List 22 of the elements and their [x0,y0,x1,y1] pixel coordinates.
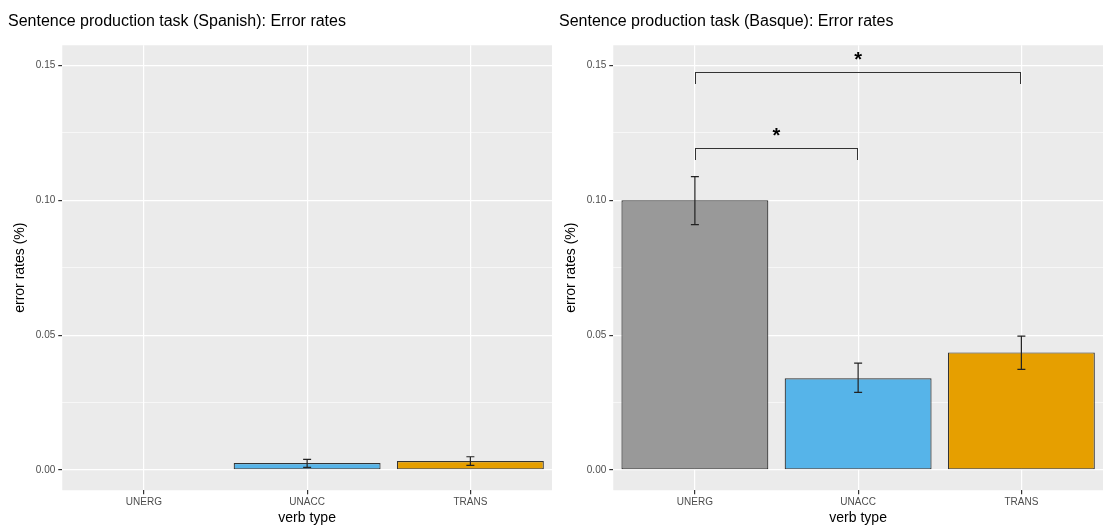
x-tick-label: UNERG [125,495,163,507]
chart-title: Sentence production task (Basque): Error rates [559,12,894,30]
x-tick-label: UNERG [676,495,714,507]
annotation: * [771,123,782,146]
y-tick-label: 0.10 [586,194,607,206]
x-axis-title: verb type [278,509,337,526]
y-tick-label: 0.15 [35,59,56,71]
x-tick-label: TRANS [1004,495,1039,507]
y-tick-label: 0.05 [586,328,607,340]
x-axis-title: verb type [829,509,888,526]
x-tick-label: UNACC [840,495,876,507]
annotation: * [853,47,863,70]
y-tick-label: 0.10 [35,194,56,206]
y-tick-label: 0.05 [35,328,56,340]
x-tick-label: TRANS [453,495,488,507]
x-tick-label: UNACC [289,495,325,507]
y-axis-title: error rates (%) [562,222,579,313]
y-axis-title: error rates (%) [11,222,28,313]
chart-title: Sentence production task (Spanish): Error rates [8,12,346,30]
y-tick-label: 0.00 [586,463,607,475]
y-tick-label: 0.00 [35,463,56,475]
y-tick-label: 0.15 [586,59,607,71]
